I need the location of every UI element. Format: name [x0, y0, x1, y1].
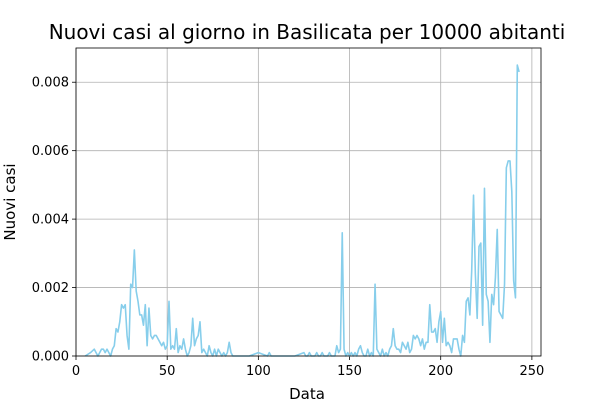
y-axis-label: Nuovi casi [1, 163, 19, 240]
y-tick-label: 0.002 [32, 281, 69, 296]
x-tick-label: 150 [337, 364, 362, 379]
x-tick-label: 200 [428, 364, 453, 379]
series-layer [84, 64, 520, 357]
y-tick-label: 0.000 [32, 350, 69, 365]
x-tick-label: 0 [72, 364, 80, 379]
x-tick-label: 100 [246, 364, 271, 379]
x-axis-label: Data [289, 385, 325, 400]
plot-frame [75, 47, 542, 357]
x-tick-label: 250 [519, 364, 544, 379]
y-tick-label: 0.006 [32, 144, 69, 159]
y-tick-label: 0.004 [32, 213, 69, 228]
plot-border [75, 47, 542, 357]
chart-title: Nuovi casi al giorno in Basilicata per 1… [49, 20, 566, 44]
series-line [84, 64, 520, 357]
axes [72, 81, 533, 360]
tick-labels: 0 50 100 150 200 250 0.000 0.002 0.004 0.006 0.008 [32, 76, 545, 379]
x-tick-label: 50 [159, 364, 176, 379]
y-tick-label: 0.008 [32, 76, 69, 91]
